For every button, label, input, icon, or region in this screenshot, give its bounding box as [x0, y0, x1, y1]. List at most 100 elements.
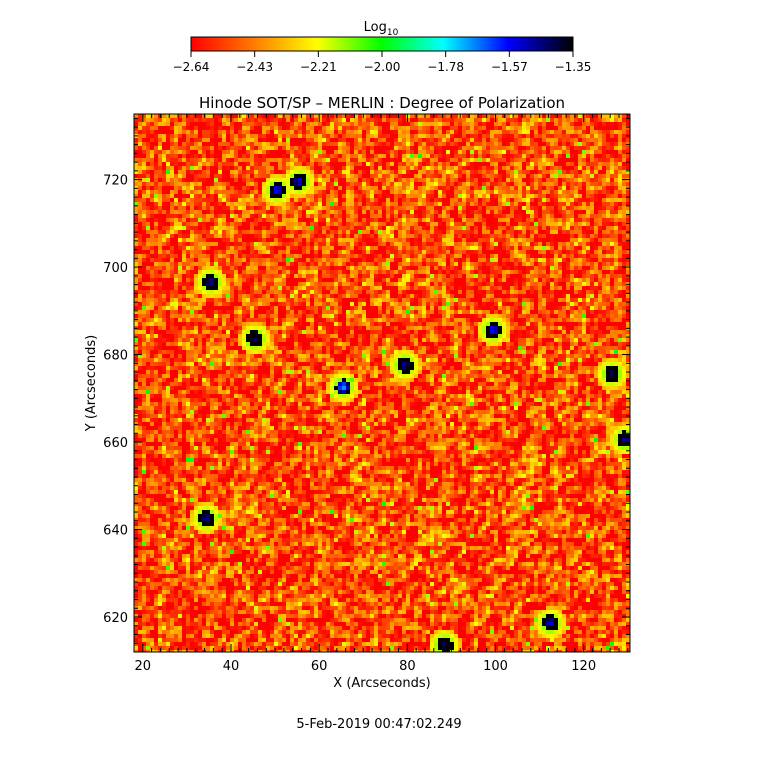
- heatmap-cell: [498, 138, 502, 142]
- heatmap-cell: [546, 226, 550, 230]
- heatmap-cell: [282, 258, 286, 262]
- heatmap-cell: [590, 266, 594, 270]
- heatmap-cell: [146, 122, 150, 126]
- heatmap-cell: [206, 258, 210, 262]
- heatmap-cell: [574, 194, 578, 198]
- heatmap-cell: [146, 134, 150, 138]
- heatmap-cell: [586, 230, 590, 234]
- heatmap-cell: [582, 194, 586, 198]
- heatmap-cell: [590, 114, 594, 118]
- heatmap-cell: [218, 270, 222, 274]
- heatmap-cell: [194, 206, 198, 210]
- heatmap-cell: [622, 254, 626, 258]
- heatmap-cell: [542, 186, 546, 190]
- heatmap-cell: [142, 214, 146, 218]
- heatmap-cell: [374, 246, 378, 250]
- heatmap-cell: [582, 206, 586, 210]
- heatmap-cell: [258, 126, 262, 130]
- heatmap-cell: [502, 230, 506, 234]
- heatmap-cell: [578, 218, 582, 222]
- heatmap-cell: [622, 158, 626, 162]
- heatmap-cell: [426, 114, 430, 118]
- heatmap-cell: [286, 190, 290, 194]
- heatmap-cell: [462, 158, 466, 162]
- heatmap-cell: [498, 122, 502, 126]
- heatmap-cell: [162, 250, 166, 254]
- heatmap-cell: [374, 218, 378, 222]
- heatmap-cell: [466, 174, 470, 178]
- heatmap-cell: [334, 226, 338, 230]
- heatmap-cell: [574, 238, 578, 242]
- heatmap-cell: [322, 130, 326, 134]
- heatmap-cell: [146, 270, 150, 274]
- heatmap-cell: [466, 114, 470, 118]
- heatmap-cell: [242, 134, 246, 138]
- heatmap-cell: [210, 122, 214, 126]
- heatmap-cell: [490, 194, 494, 198]
- heatmap-cell: [466, 270, 470, 274]
- heatmap-cell: [326, 206, 330, 210]
- heatmap-cell: [154, 186, 158, 190]
- heatmap-cell: [346, 258, 350, 262]
- heatmap-cell: [386, 202, 390, 206]
- heatmap-cell: [346, 206, 350, 210]
- heatmap-cell: [354, 142, 358, 146]
- heatmap-cell: [482, 246, 486, 250]
- heatmap-cell: [546, 198, 550, 202]
- heatmap-cell: [250, 194, 254, 198]
- heatmap-cell: [222, 254, 226, 258]
- heatmap-cell: [226, 122, 230, 126]
- heatmap-cell: [230, 258, 234, 262]
- heatmap-cell: [586, 114, 590, 118]
- heatmap-cell: [330, 178, 334, 182]
- heatmap-cell: [190, 266, 194, 270]
- heatmap-cell: [458, 118, 462, 122]
- heatmap-cell: [302, 230, 306, 234]
- heatmap-cell: [370, 166, 374, 170]
- heatmap-cell: [410, 234, 414, 238]
- heatmap-cell: [230, 210, 234, 214]
- heatmap-cell: [410, 166, 414, 170]
- heatmap-cell: [478, 150, 482, 154]
- heatmap-cell: [374, 254, 378, 258]
- heatmap-cell: [310, 134, 314, 138]
- heatmap-cell: [618, 142, 622, 146]
- heatmap-cell: [274, 262, 278, 266]
- heatmap-cell: [406, 198, 410, 202]
- heatmap-cell: [222, 114, 226, 118]
- heatmap-cell: [518, 254, 522, 258]
- heatmap-cell: [414, 258, 418, 262]
- heatmap-cell: [466, 122, 470, 126]
- heatmap-cell: [458, 214, 462, 218]
- heatmap-cell: [522, 142, 526, 146]
- heatmap-cell: [618, 210, 622, 214]
- heatmap-cell: [254, 174, 258, 178]
- heatmap-cell: [342, 242, 346, 246]
- heatmap-cell: [274, 246, 278, 250]
- heatmap-cell: [618, 194, 622, 198]
- heatmap-cell: [486, 126, 490, 130]
- heatmap-cell: [158, 162, 162, 166]
- heatmap-cell: [162, 178, 166, 182]
- heatmap-cell: [478, 138, 482, 142]
- heatmap-cell: [626, 198, 630, 202]
- heatmap-cell: [574, 198, 578, 202]
- heatmap-cell: [574, 166, 578, 170]
- heatmap-cell: [310, 222, 314, 226]
- heatmap-cell: [406, 210, 410, 214]
- heatmap-cell: [346, 266, 350, 270]
- heatmap-cell: [526, 178, 530, 182]
- heatmap-cell: [322, 270, 326, 274]
- heatmap-cell: [542, 230, 546, 234]
- heatmap-cell: [218, 118, 222, 122]
- heatmap-cell: [266, 194, 270, 198]
- heatmap-cell: [518, 262, 522, 266]
- heatmap-cell: [306, 194, 310, 198]
- heatmap-cell: [518, 218, 522, 222]
- heatmap-cell: [606, 198, 610, 202]
- heatmap-cell: [354, 122, 358, 126]
- heatmap-cell: [486, 230, 490, 234]
- heatmap-cell: [490, 270, 494, 274]
- heatmap-cell: [478, 210, 482, 214]
- heatmap-cell: [190, 210, 194, 214]
